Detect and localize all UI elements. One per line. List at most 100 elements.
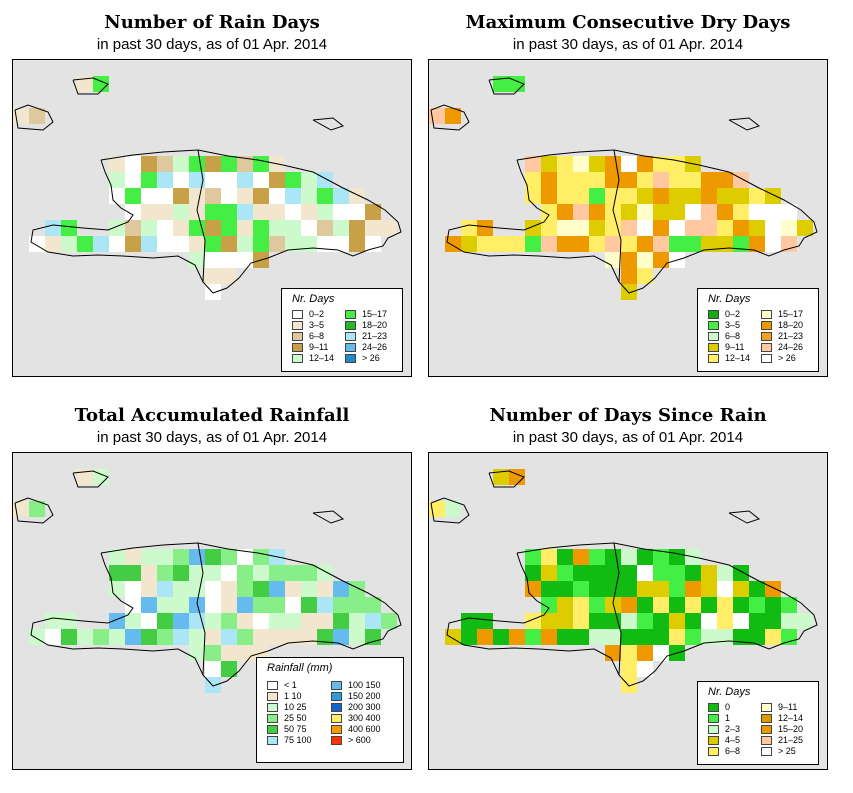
grid-cell bbox=[141, 172, 157, 188]
grid-cell bbox=[221, 629, 237, 645]
legend-label: 75 100 bbox=[284, 735, 312, 745]
grid-cell bbox=[733, 597, 749, 613]
legend-label: 3–5 bbox=[309, 320, 325, 330]
grid-cell bbox=[461, 220, 477, 236]
grid-cell bbox=[653, 597, 669, 613]
grid-cell bbox=[637, 204, 653, 220]
grid-cell bbox=[653, 156, 669, 172]
grid-cell bbox=[653, 236, 669, 252]
grid-cell bbox=[269, 581, 285, 597]
legend: Nr. Days 0–2 3–5 6–8 9–11 12–14 15–17 18–20 21… bbox=[697, 288, 819, 372]
grid-cell bbox=[61, 613, 77, 629]
legend-label: 9–11 bbox=[778, 702, 798, 712]
grid-cell bbox=[189, 565, 205, 581]
grid-cell bbox=[157, 613, 173, 629]
grid-cell bbox=[733, 613, 749, 629]
grid-cell bbox=[637, 645, 653, 661]
grid-cell bbox=[141, 236, 157, 252]
grid-cell bbox=[669, 613, 685, 629]
grid-cell bbox=[589, 236, 605, 252]
grid-cell bbox=[669, 597, 685, 613]
panel-title: Total Accumulated Rainfall bbox=[74, 405, 350, 426]
grid-cell bbox=[605, 565, 621, 581]
grid-cell bbox=[125, 204, 141, 220]
legend-label: 0–2 bbox=[725, 309, 741, 319]
grid-cell bbox=[525, 236, 541, 252]
grid-cell bbox=[685, 613, 701, 629]
grid-cell bbox=[141, 204, 157, 220]
grid-cell bbox=[205, 188, 221, 204]
grid-cell bbox=[205, 565, 221, 581]
grid-cell bbox=[141, 565, 157, 581]
grid-cell bbox=[221, 565, 237, 581]
grid-cell bbox=[157, 549, 173, 565]
grid-cell bbox=[589, 549, 605, 565]
grid-cell bbox=[237, 581, 253, 597]
grid-cell bbox=[525, 156, 541, 172]
grid-cell bbox=[797, 220, 813, 236]
grid-cell bbox=[157, 204, 173, 220]
legend-swatch bbox=[761, 747, 772, 756]
grid-cell bbox=[733, 581, 749, 597]
grid-cell bbox=[189, 188, 205, 204]
grid-cell bbox=[253, 597, 269, 613]
grid-cell bbox=[621, 268, 637, 284]
grid-cell bbox=[125, 581, 141, 597]
legend-label: 24–26 bbox=[778, 342, 804, 352]
grid-cell bbox=[173, 629, 189, 645]
grid-cell bbox=[477, 629, 493, 645]
grid-cell bbox=[573, 565, 589, 581]
grid-cell bbox=[381, 613, 397, 629]
grid-cell bbox=[317, 597, 333, 613]
grid-cell bbox=[621, 156, 637, 172]
legend-swatch bbox=[345, 321, 356, 330]
grid-cell bbox=[509, 76, 525, 92]
grid-cell bbox=[749, 581, 765, 597]
grid-cell bbox=[269, 188, 285, 204]
grid-cell bbox=[669, 565, 685, 581]
legend-swatch bbox=[267, 692, 278, 701]
grid-cell bbox=[541, 172, 557, 188]
grid-cell bbox=[669, 629, 685, 645]
grid-cell bbox=[141, 629, 157, 645]
legend-swatch bbox=[708, 725, 719, 734]
grid-cell bbox=[205, 204, 221, 220]
grid-cell bbox=[317, 172, 333, 188]
grid-cell bbox=[717, 581, 733, 597]
grid-cell bbox=[445, 501, 461, 517]
grid-cell bbox=[93, 629, 109, 645]
grid-cell bbox=[45, 220, 61, 236]
map-canvas bbox=[13, 469, 402, 693]
grid-cell bbox=[125, 220, 141, 236]
grid-cell bbox=[589, 188, 605, 204]
grid-cell bbox=[221, 172, 237, 188]
legend-label: 12–14 bbox=[725, 353, 751, 363]
grid-cell bbox=[621, 172, 637, 188]
grid-cell bbox=[221, 645, 237, 661]
grid-cell bbox=[77, 629, 93, 645]
legend-swatch bbox=[708, 714, 719, 723]
grid-cell bbox=[541, 613, 557, 629]
grid-cell bbox=[93, 76, 109, 92]
legend-swatch bbox=[345, 354, 356, 363]
grid-cell bbox=[285, 188, 301, 204]
grid-cell bbox=[125, 236, 141, 252]
grid-cell bbox=[189, 597, 205, 613]
grid-cell bbox=[541, 581, 557, 597]
grid-cell bbox=[605, 549, 621, 565]
panel-subtitle: in past 30 days, as of 01 Apr. 2014 bbox=[512, 429, 744, 446]
grid-cell bbox=[653, 172, 669, 188]
legend-swatch bbox=[292, 332, 303, 341]
grid-cell bbox=[637, 188, 653, 204]
panel-dry-days: Maximum Consecutive Dry Days in past 30 … bbox=[428, 12, 828, 392]
grid-cell bbox=[237, 597, 253, 613]
grid-cell bbox=[349, 220, 365, 236]
grid-cell bbox=[317, 204, 333, 220]
grid-cell bbox=[157, 597, 173, 613]
grid-cell bbox=[317, 220, 333, 236]
grid-cell bbox=[173, 565, 189, 581]
panel-title: Number of Rain Days bbox=[104, 12, 320, 33]
grid-cell bbox=[717, 597, 733, 613]
legend-label: 6–8 bbox=[309, 331, 325, 341]
grid-cell bbox=[29, 501, 45, 517]
